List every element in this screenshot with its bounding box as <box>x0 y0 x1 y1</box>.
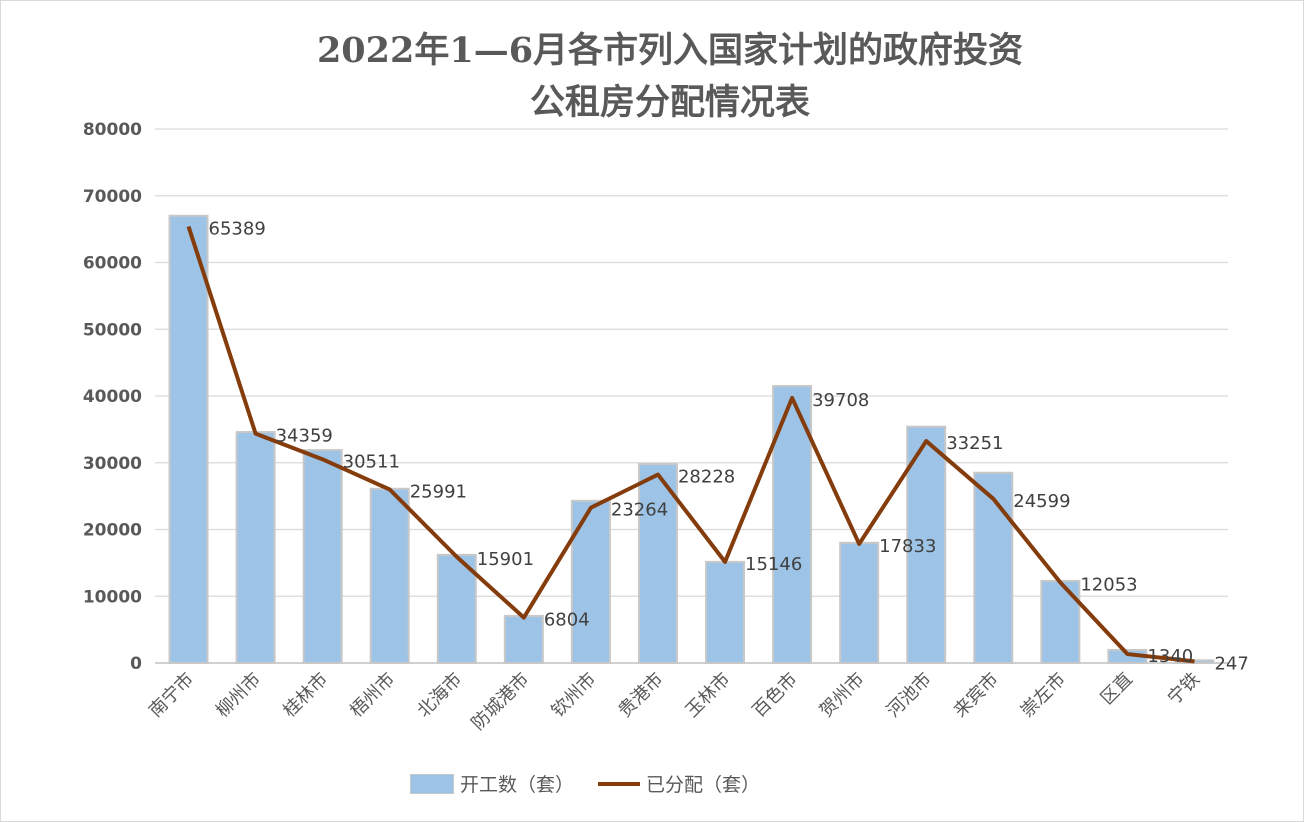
legend-line-swatch <box>598 781 641 786</box>
data-label: 65389 <box>209 219 266 240</box>
data-label: 23264 <box>611 500 668 521</box>
bar-started <box>705 560 746 665</box>
x-tick-label: 玉林市 <box>682 669 735 722</box>
data-label: 6804 <box>544 610 590 631</box>
y-tick-label: 30000 <box>83 454 142 474</box>
bar-started <box>839 541 880 664</box>
y-tick-label: 0 <box>130 654 142 674</box>
bar-started <box>302 449 343 664</box>
x-tick-label: 防城港市 <box>468 669 534 735</box>
data-label: 28228 <box>678 467 735 488</box>
data-label: 247 <box>1214 653 1248 674</box>
legend-label-allocated: 已分配（套） <box>646 774 761 796</box>
data-label: 30511 <box>343 451 400 472</box>
x-tick-label: 梧州市 <box>346 669 399 722</box>
x-tick-label: 崇左市 <box>1017 669 1070 722</box>
legend-bar-swatch <box>410 773 454 794</box>
x-tick-label: 柳州市 <box>212 669 265 722</box>
chart-title-line2: 公租房分配情况表 <box>529 82 810 123</box>
bar-started <box>235 431 276 665</box>
data-label: 17833 <box>879 536 936 557</box>
y-tick-label: 70000 <box>83 187 142 207</box>
x-tick-label: 桂林市 <box>279 669 332 722</box>
bar-started <box>637 463 678 664</box>
data-label: 25991 <box>410 482 467 503</box>
y-tick-label: 80000 <box>83 120 142 140</box>
data-label: 34359 <box>276 426 333 447</box>
chart-title-line1: 2022年1—6月各市列入国家计划的政府投资 <box>316 30 1024 71</box>
data-label: 33251 <box>946 433 1003 454</box>
y-tick-label: 50000 <box>83 320 142 340</box>
data-label: 15146 <box>745 554 802 575</box>
bar-started <box>1040 579 1081 665</box>
bar-started <box>973 471 1014 665</box>
y-tick-label: 10000 <box>83 587 142 607</box>
y-tick-label: 20000 <box>83 521 142 541</box>
data-label: 24599 <box>1013 491 1070 512</box>
bar-started <box>503 614 544 664</box>
x-tick-label: 贵港市 <box>614 669 667 722</box>
x-tick-label: 百色市 <box>749 669 802 722</box>
bar-started <box>369 487 410 664</box>
x-tick-label: 贺州市 <box>816 669 869 722</box>
x-tick-label: 来宾市 <box>950 669 1003 722</box>
x-tick-label: 南宁市 <box>145 669 198 722</box>
bar-started <box>570 499 611 664</box>
x-tick-label: 区直 <box>1097 669 1137 709</box>
x-tick-label: 钦州市 <box>547 669 600 722</box>
data-label: 12053 <box>1080 575 1137 596</box>
data-label: 15901 <box>477 549 534 570</box>
data-label: 1340 <box>1147 646 1193 667</box>
bar-started <box>168 214 209 664</box>
line-allocated <box>186 225 1195 664</box>
bar-started <box>906 425 947 664</box>
x-tick-label: 河池市 <box>883 669 936 722</box>
legend: 开工数（套） 已分配（套） <box>410 770 760 797</box>
x-tick-label: 北海市 <box>413 669 466 722</box>
data-label: 39708 <box>812 390 869 411</box>
y-tick-label: 60000 <box>83 254 142 274</box>
legend-label-started: 开工数（套） <box>460 774 575 796</box>
y-tick-label: 40000 <box>83 387 142 407</box>
x-tick-label: 宁铁 <box>1164 669 1204 709</box>
